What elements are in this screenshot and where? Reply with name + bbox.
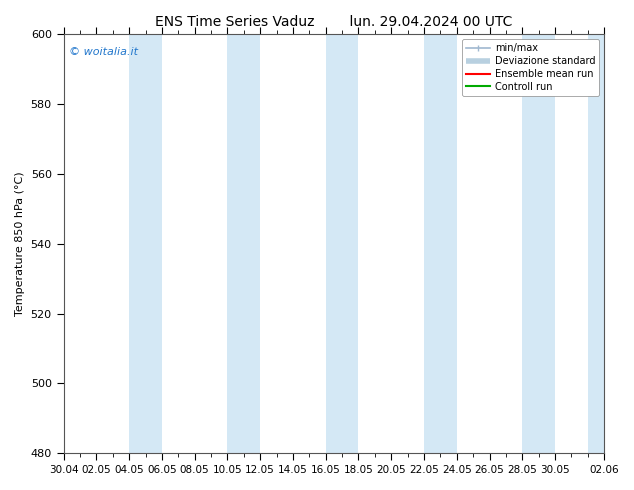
Bar — [228, 34, 244, 453]
Bar — [326, 34, 342, 453]
Bar — [424, 34, 441, 453]
Bar — [539, 34, 555, 453]
Bar — [342, 34, 358, 453]
Bar — [441, 34, 456, 453]
Y-axis label: Temperature 850 hPa (°C): Temperature 850 hPa (°C) — [15, 172, 25, 316]
Bar — [522, 34, 539, 453]
Bar — [588, 34, 604, 453]
Text: © woitalia.it: © woitalia.it — [69, 47, 138, 57]
Bar — [146, 34, 162, 453]
Title: ENS Time Series Vaduz        lun. 29.04.2024 00 UTC: ENS Time Series Vaduz lun. 29.04.2024 00… — [155, 15, 512, 29]
Bar — [129, 34, 146, 453]
Legend: min/max, Deviazione standard, Ensemble mean run, Controll run: min/max, Deviazione standard, Ensemble m… — [462, 39, 599, 96]
Bar — [244, 34, 260, 453]
